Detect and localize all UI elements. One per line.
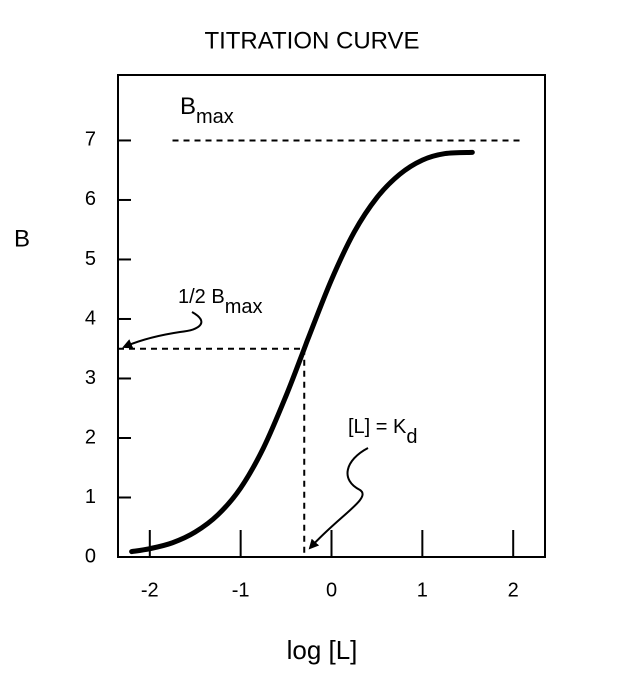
kd-arrow [308, 447, 369, 550]
y-tick-label: 3 [85, 367, 96, 389]
y-tick-label: 5 [85, 248, 96, 270]
half-bmax-arrow [122, 311, 203, 349]
y-tick-label: 1 [85, 486, 96, 508]
y-tick-label: 0 [85, 545, 96, 567]
x-tick-label: 2 [508, 579, 519, 601]
kd-annotation: [L] = Kd [348, 416, 418, 448]
y-tick-label: 2 [85, 426, 96, 448]
x-tick-label: -1 [232, 579, 250, 601]
x-tick-label: -2 [141, 579, 159, 601]
plot-frame [117, 74, 546, 558]
y-tick-label: 6 [85, 188, 96, 210]
x-tick-label: 0 [326, 579, 337, 601]
y-tick-label: 4 [85, 307, 96, 329]
bmax-annotation: Bmax [180, 93, 234, 128]
x-tick-label: 1 [417, 579, 428, 601]
chart-title: TITRATION CURVE [204, 27, 419, 54]
y-axis-label: B [14, 225, 30, 252]
y-tick-label: 7 [85, 129, 96, 151]
x-axis-label: log [L] [287, 635, 358, 665]
titration-curve [129, 149, 475, 555]
half-bmax-annotation: 1/2 Bmax [178, 286, 263, 318]
